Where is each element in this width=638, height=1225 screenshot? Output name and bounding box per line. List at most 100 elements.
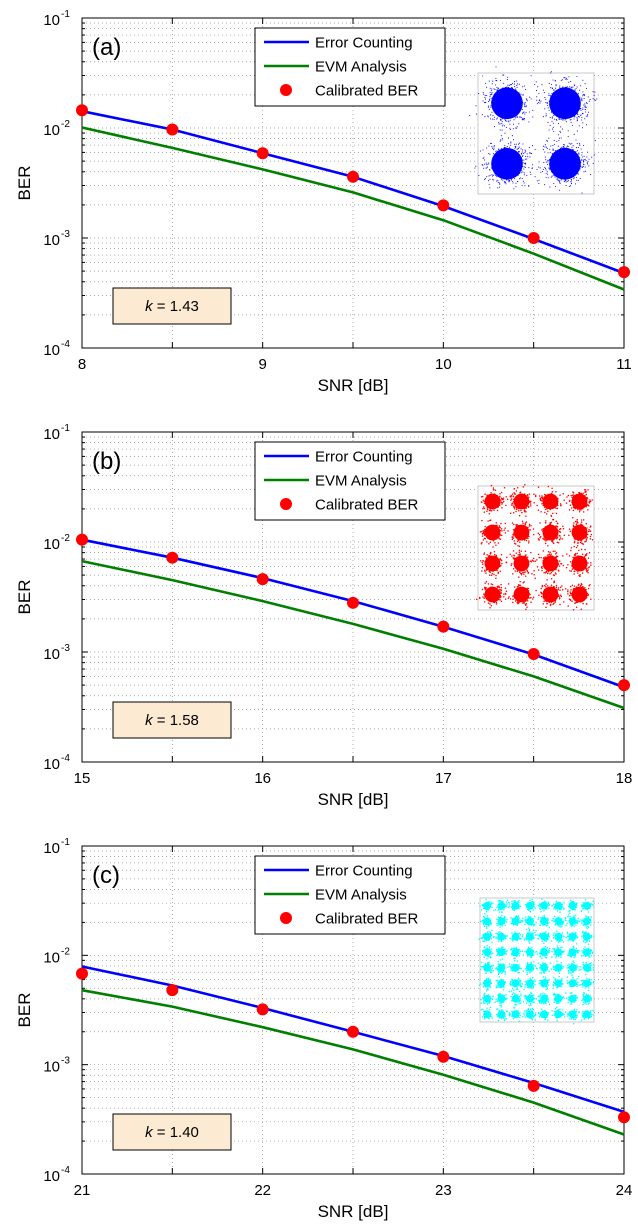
constellation-sample (504, 182, 506, 184)
constellation-sample (584, 118, 586, 120)
constellation-sample (518, 168, 520, 170)
constellation-sample (517, 495, 519, 497)
constellation-sample (546, 503, 549, 506)
constellation-sample (585, 530, 587, 532)
constellation-sample (564, 153, 566, 155)
constellation-sample (492, 599, 494, 601)
constellation-sample (508, 155, 510, 157)
constellation-sample (580, 502, 582, 505)
constellation-sample (568, 509, 571, 511)
constellation-sample (507, 143, 509, 145)
constellation-sample (581, 566, 584, 568)
constellation-sample (520, 509, 522, 512)
constellation-sample (496, 162, 498, 164)
constellation-sample (576, 101, 578, 103)
constellation-sample (539, 536, 541, 539)
constellation-sample (488, 536, 491, 539)
constellation-sample (524, 85, 526, 87)
constellation-sample (499, 150, 501, 152)
constellation-sample (563, 144, 565, 146)
constellation-sample (482, 75, 484, 77)
constellation-sample (575, 167, 577, 169)
constellation-sample (514, 171, 516, 173)
constellation-sample (587, 115, 589, 117)
constellation-sample (486, 597, 489, 599)
constellation-sample (570, 547, 573, 549)
constellation-sample (573, 97, 575, 99)
constellation-sample (492, 164, 494, 166)
constellation-sample (523, 172, 525, 174)
constellation-sample (508, 161, 510, 163)
constellation-sample (488, 504, 490, 506)
constellation-sample (510, 111, 512, 113)
constellation-sample (545, 595, 548, 598)
constellation-sample (506, 153, 508, 156)
constellation-sample (572, 531, 575, 534)
constellation-sample (518, 83, 520, 85)
constellation-sample (550, 593, 553, 596)
constellation-sample (546, 539, 549, 541)
data-point (618, 266, 630, 279)
constellation-sample (528, 540, 530, 542)
constellation-sample (529, 560, 532, 562)
constellation-sample (576, 106, 579, 108)
constellation-sample (521, 119, 523, 121)
constellation-sample (566, 146, 568, 148)
constellation-sample (511, 86, 513, 88)
constellation-sample (557, 594, 560, 596)
constellation-sample (543, 92, 545, 94)
constellation-sample (573, 153, 575, 156)
constellation-sample (559, 503, 562, 505)
constellation-sample (561, 101, 563, 103)
x-tick-label: 21 (74, 1182, 91, 1199)
data-point (347, 596, 359, 609)
constellation-sample (490, 561, 492, 564)
constellation-sample (545, 529, 547, 532)
constellation-sample (496, 86, 498, 88)
constellation-sample (544, 184, 546, 186)
constellation-sample (500, 160, 502, 162)
constellation-sample (560, 89, 562, 92)
constellation-sample (525, 515, 527, 517)
constellation-sample (564, 166, 566, 168)
constellation-sample (525, 536, 528, 539)
constellation-sample (556, 107, 558, 109)
constellation-sample (560, 106, 562, 108)
constellation-sample (543, 493, 546, 496)
constellation-sample (552, 550, 555, 553)
constellation-sample (487, 567, 490, 570)
constellation-sample (550, 169, 552, 171)
constellation-sample (513, 102, 515, 104)
constellation-sample (519, 101, 521, 103)
constellation-sample (503, 113, 505, 115)
constellation-sample (580, 97, 582, 99)
constellation-sample (491, 565, 494, 567)
constellation-sample (580, 558, 583, 560)
constellation-sample (568, 594, 571, 597)
constellation-sample (494, 100, 496, 102)
constellation-sample (536, 180, 538, 182)
constellation-sample (572, 96, 574, 98)
constellation-sample (525, 593, 527, 595)
constellation-sample (569, 149, 571, 151)
constellation-sample (490, 510, 493, 512)
constellation-sample (564, 109, 566, 111)
constellation-sample (506, 145, 508, 147)
constellation-sample (575, 159, 577, 161)
constellation-sample (570, 121, 572, 123)
constellation-sample (495, 174, 497, 176)
constellation-sample (509, 165, 511, 167)
constellation-sample (547, 560, 550, 563)
constellation-sample (494, 171, 496, 173)
constellation-sample (508, 109, 510, 111)
constellation-sample (582, 497, 585, 499)
constellation-sample (508, 158, 510, 160)
y-tick-label-base: 10 (43, 122, 60, 139)
constellation-sample (493, 563, 495, 566)
constellation-sample (496, 98, 498, 100)
constellation-sample (569, 111, 571, 113)
constellation-sample (513, 168, 515, 171)
constellation-sample (525, 559, 527, 562)
constellation-sample (492, 500, 494, 502)
constellation-sample (531, 167, 533, 169)
